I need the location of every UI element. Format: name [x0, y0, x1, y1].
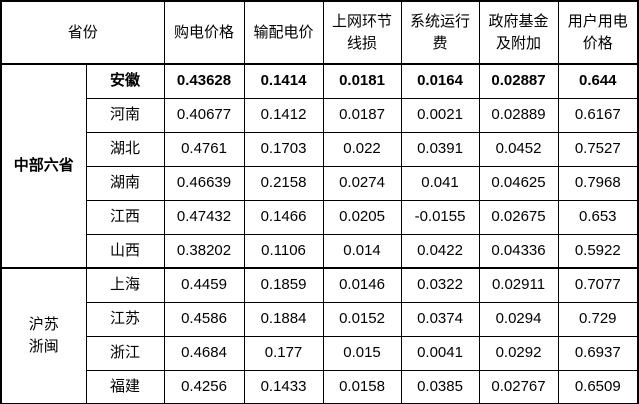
value-cell: 0.0422 [400, 233, 480, 269]
value-cell: 0.43628 [163, 63, 245, 99]
value-cell: 0.022 [322, 131, 402, 167]
table-row: 湖北 0.4761 0.1703 0.022 0.0391 0.0452 0.7… [1, 131, 639, 167]
value-cell: 0.02887 [478, 63, 559, 99]
table-row: 江西 0.47432 0.1466 0.0205 -0.0155 0.02675… [1, 199, 639, 235]
value-cell: 0.015 [322, 335, 402, 371]
value-cell: 0.0452 [478, 131, 559, 167]
value-cell: 0.0374 [400, 301, 480, 337]
value-cell: 0.177 [243, 335, 324, 371]
value-cell: 0.0158 [322, 369, 402, 404]
table-row: 山西 0.38202 0.1106 0.014 0.0422 0.04336 0… [1, 233, 639, 269]
value-cell: 0.7968 [557, 165, 639, 201]
value-cell: 0.0294 [478, 301, 559, 337]
value-cell: 0.041 [400, 165, 480, 201]
value-cell: 0.0385 [400, 369, 480, 404]
value-cell: 0.6937 [557, 335, 639, 371]
value-cell: 0.1106 [243, 233, 324, 269]
value-cell: 0.40677 [163, 97, 245, 133]
column-header-purchase-price: 购电价格 [163, 0, 245, 65]
table-row: 浙江 0.4684 0.177 0.015 0.0041 0.0292 0.69… [1, 335, 639, 371]
group-label-cell: 沪苏 浙闽 [0, 267, 87, 404]
value-cell: 0.0181 [322, 63, 402, 99]
value-cell: 0.7527 [557, 131, 639, 167]
value-cell: 0.47432 [163, 199, 245, 235]
value-cell: 0.02889 [478, 97, 559, 133]
value-cell: 0.653 [557, 199, 639, 235]
value-cell: 0.1466 [243, 199, 324, 235]
header-row: 省份 购电价格 输配电价 上网环节 线损 系统运行 费 政府基金 及附加 用户用… [0, 0, 639, 65]
province-cell: 河南 [85, 97, 165, 133]
value-cell: 0.4761 [163, 131, 245, 167]
value-cell: 0.4586 [163, 301, 245, 337]
value-cell: 0.4684 [163, 335, 245, 371]
value-cell: 0.1412 [243, 97, 324, 133]
value-cell: 0.0391 [400, 131, 480, 167]
value-cell: 0.46639 [163, 165, 245, 201]
value-cell: 0.4459 [163, 267, 245, 303]
value-cell: 0.0292 [478, 335, 559, 371]
value-cell: 0.0164 [400, 63, 480, 99]
table-row: 福建 0.4256 0.1433 0.0158 0.0385 0.02767 0… [1, 369, 639, 404]
value-cell: 0.0205 [322, 199, 402, 235]
table-row: 河南 0.40677 0.1412 0.0187 0.0021 0.02889 … [1, 97, 639, 133]
value-cell: 0.1414 [243, 63, 324, 99]
value-cell: -0.0155 [400, 199, 480, 235]
value-cell: 0.7077 [557, 267, 639, 303]
table-row: 中部六省 安徽 0.43628 0.1414 0.0181 0.0164 0.0… [0, 63, 639, 269]
value-cell: 0.0146 [322, 267, 402, 303]
value-cell: 0.1884 [243, 301, 324, 337]
value-cell: 0.5922 [557, 233, 639, 269]
column-header-transmission-price: 输配电价 [243, 0, 324, 65]
province-cell: 江苏 [85, 301, 165, 337]
group-label-cell: 中部六省 [0, 63, 87, 269]
value-cell: 0.4256 [163, 369, 245, 404]
province-cell: 浙江 [85, 335, 165, 371]
value-cell: 0.2158 [243, 165, 324, 201]
value-cell: 0.1433 [243, 369, 324, 404]
table-row: 沪苏 浙闽 上海 0.4459 0.1859 0.0146 0.0322 0.0… [0, 267, 639, 404]
value-cell: 0.02675 [478, 199, 559, 235]
value-cell: 0.014 [322, 233, 402, 269]
value-cell: 0.0274 [322, 165, 402, 201]
value-cell: 0.1859 [243, 267, 324, 303]
value-cell: 0.0021 [400, 97, 480, 133]
province-cell: 上海 [85, 267, 165, 303]
value-cell: 0.1703 [243, 131, 324, 167]
province-cell: 山西 [85, 233, 165, 269]
value-cell: 0.02911 [478, 267, 559, 303]
value-cell: 0.0041 [400, 335, 480, 371]
value-cell: 0.38202 [163, 233, 245, 269]
province-cell: 江西 [85, 199, 165, 235]
column-header-line-loss: 上网环节 线损 [322, 0, 402, 65]
value-cell: 0.0187 [322, 97, 402, 133]
value-cell: 0.0152 [322, 301, 402, 337]
value-cell: 0.6167 [557, 97, 639, 133]
province-cell: 湖北 [85, 131, 165, 167]
value-cell: 0.729 [557, 301, 639, 337]
value-cell: 0.02767 [478, 369, 559, 404]
value-cell: 0.04625 [478, 165, 559, 201]
value-cell: 0.04336 [478, 233, 559, 269]
table-row: 湖南 0.46639 0.2158 0.0274 0.041 0.04625 0… [1, 165, 639, 201]
column-header-government-fund: 政府基金 及附加 [478, 0, 559, 65]
table-row: 江苏 0.4586 0.1884 0.0152 0.0374 0.0294 0.… [1, 301, 639, 337]
value-cell: 0.6509 [557, 369, 639, 404]
column-header-user-price: 用户用电 价格 [557, 0, 639, 65]
column-header-province: 省份 [0, 0, 165, 65]
province-cell: 安徽 [85, 63, 165, 99]
value-cell: 0.644 [557, 63, 639, 99]
province-cell: 福建 [85, 369, 165, 404]
value-cell: 0.0322 [400, 267, 480, 303]
column-header-system-operation-fee: 系统运行 费 [400, 0, 480, 65]
province-cell: 湖南 [85, 165, 165, 201]
